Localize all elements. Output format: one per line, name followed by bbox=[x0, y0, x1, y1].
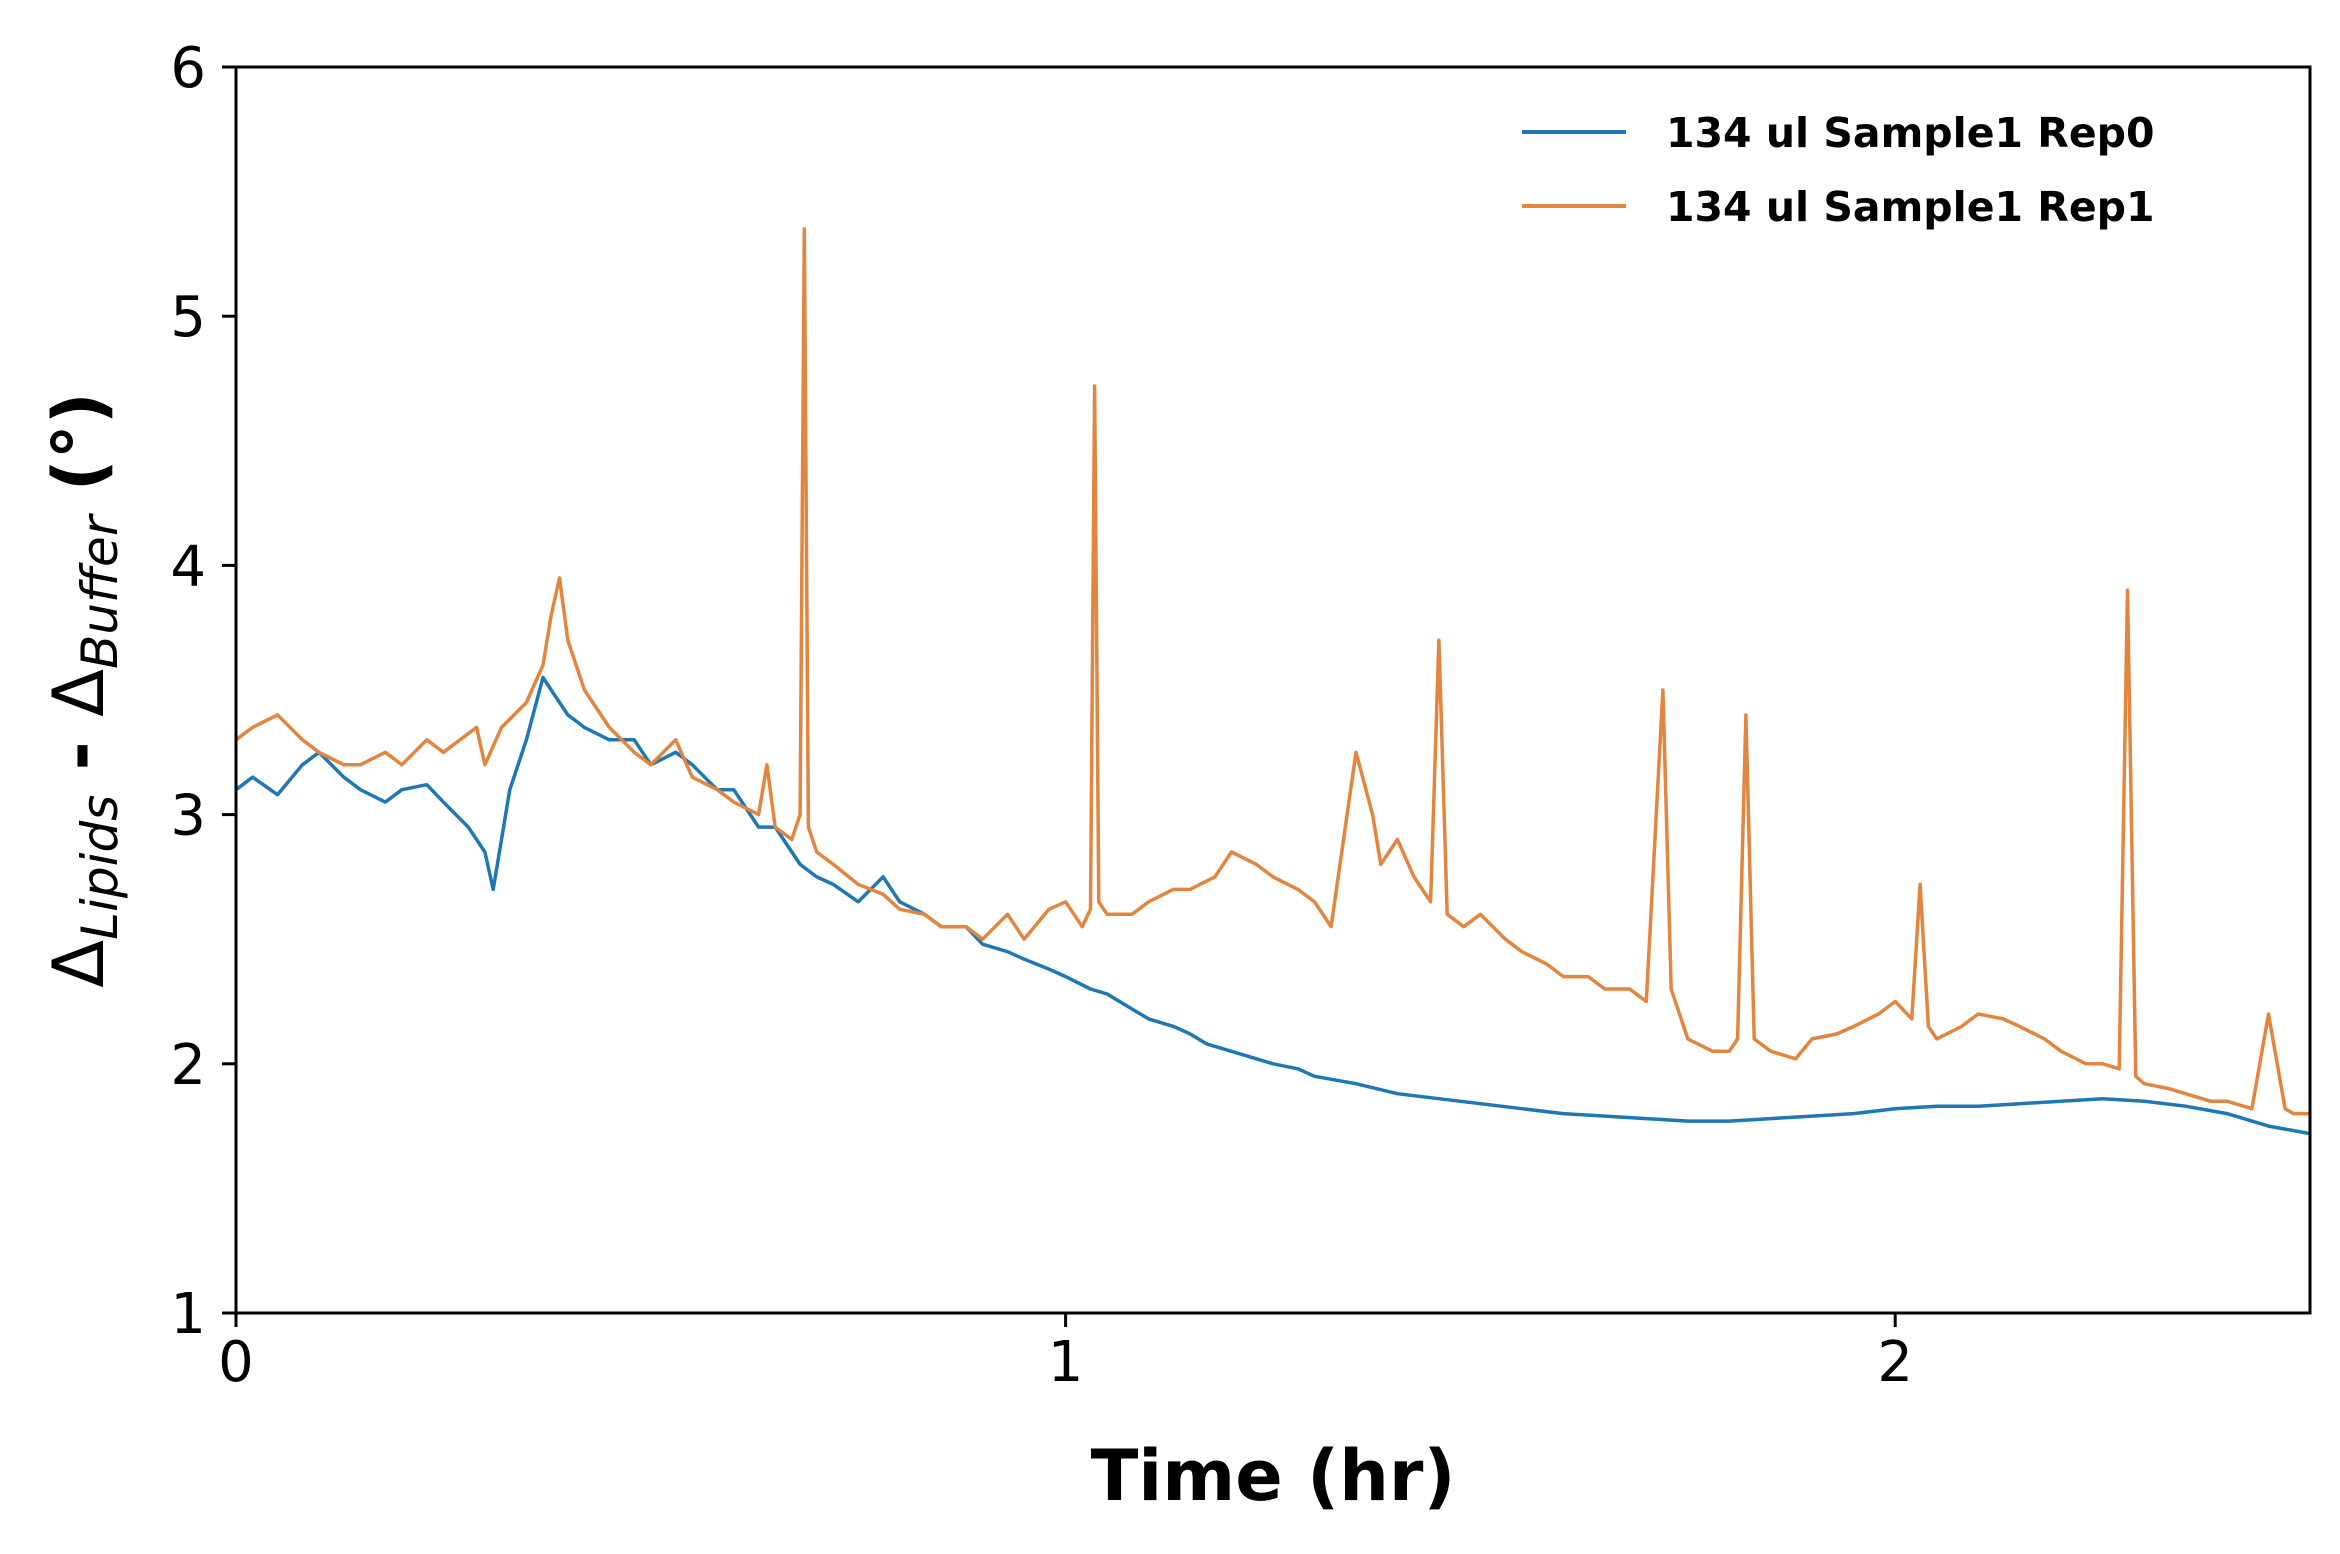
y-tick-label: 4 bbox=[170, 534, 206, 599]
series-line-rep0 bbox=[234, 675, 2311, 1136]
y-axis-title-part: Lipids bbox=[71, 795, 129, 940]
y-axis-title-part: Buffer bbox=[71, 512, 129, 669]
x-axis-title: Time (hr) bbox=[1091, 1435, 1456, 1517]
y-tick-label: 5 bbox=[170, 285, 206, 350]
y-axis-title-part: (°) bbox=[38, 392, 120, 515]
legend-label: 134 ul Sample1 Rep0 bbox=[1666, 109, 2155, 157]
legend-label: 134 ul Sample1 Rep1 bbox=[1666, 183, 2155, 231]
y-tick-label: 1 bbox=[170, 1282, 206, 1347]
y-axis-title: ΔLipids - ΔBuffer (°) bbox=[38, 392, 129, 988]
y-axis-title-part: Δ bbox=[38, 669, 120, 717]
series-line-rep1 bbox=[234, 227, 2310, 1116]
y-tick-label: 2 bbox=[170, 1033, 206, 1098]
plot-frame bbox=[234, 65, 2312, 1315]
y-tick-label: 3 bbox=[170, 784, 206, 849]
x-tick-label: 2 bbox=[1877, 1330, 1913, 1395]
y-axis-title-part: - bbox=[38, 717, 120, 795]
x-tick-label: 0 bbox=[218, 1330, 254, 1395]
y-axis-title-part: Δ bbox=[38, 940, 120, 988]
plot-lines bbox=[234, 227, 2311, 1136]
x-axis: 0 1 2 bbox=[218, 1313, 1913, 1395]
y-axis: 1 2 3 4 5 6 bbox=[170, 36, 236, 1347]
y-tick-label: 6 bbox=[170, 36, 206, 101]
legend: 134 ul Sample1 Rep0 134 ul Sample1 Rep1 bbox=[1522, 109, 2155, 231]
x-tick-label: 1 bbox=[1048, 1330, 1084, 1395]
